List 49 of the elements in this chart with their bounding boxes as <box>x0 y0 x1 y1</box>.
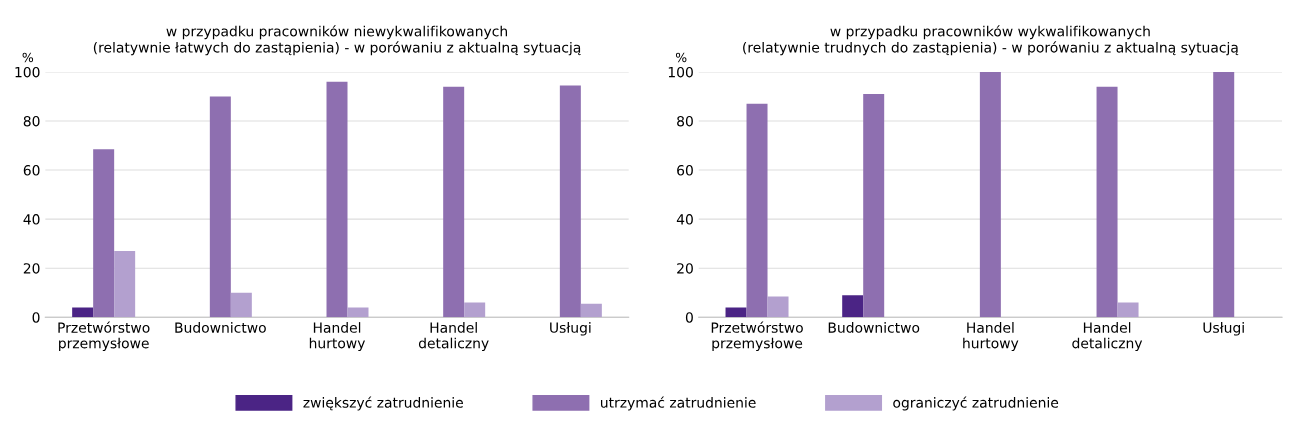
bar <box>209 96 231 318</box>
chart-title: w przypadku pracowników niewykwalifikowanych (relatywnie łatwych do zastąpienia) - w porówaniu z aktualną sytuacją <box>93 25 581 56</box>
x-tick-label: Handel hurtowy <box>963 322 1019 352</box>
x-tick-label: Budownictwo <box>175 322 266 333</box>
bar <box>767 296 789 318</box>
bar <box>326 81 348 318</box>
x-tick-label: Przetwórstwo przemysłowe <box>711 321 803 352</box>
bar <box>1213 71 1235 318</box>
bar <box>114 251 136 318</box>
bar <box>230 292 252 318</box>
y-axis-title: % <box>22 52 34 63</box>
bar <box>863 93 885 318</box>
y-axis-title: % <box>675 52 687 63</box>
bar <box>559 85 581 318</box>
y-tick-label: 100 <box>15 66 40 78</box>
bar <box>93 149 115 318</box>
bar <box>464 302 486 318</box>
legend-label: ograniczyć zatrudnienie <box>893 396 1059 411</box>
legend-label: utrzymać zatrudnienie <box>600 396 756 411</box>
y-tick-label: 0 <box>32 312 40 323</box>
x-tick-label: Handel hurtowy <box>309 322 366 352</box>
y-tick-label: 80 <box>23 115 40 127</box>
y-tick-label: 40 <box>23 214 40 225</box>
x-tick-label: Przetwórstwo przemysłowe <box>58 321 150 352</box>
y-tick-label: 100 <box>668 66 693 78</box>
y-tick-label: 40 <box>676 214 693 225</box>
bar <box>580 303 602 318</box>
bar <box>1117 302 1139 318</box>
bar <box>347 307 369 318</box>
bar <box>725 307 747 318</box>
legend-label: zwiększyć zatrudnienie <box>303 396 463 411</box>
x-tick-label: Handel detaliczny <box>418 322 489 352</box>
bar <box>1096 86 1118 318</box>
bar <box>746 103 768 318</box>
y-tick-label: 80 <box>677 115 693 127</box>
chart-title: w przypadku pracowników wykwalifikowanych (relatywnie trudnych do zastąpienia) - w porówaniu z aktualną sytuacją <box>743 25 1239 56</box>
bar <box>443 86 465 318</box>
x-tick-label: Usługi <box>550 322 591 336</box>
bar <box>72 307 94 318</box>
y-tick-label: 20 <box>23 263 40 274</box>
y-tick-label: 60 <box>677 165 693 176</box>
bar <box>979 71 1001 318</box>
bar <box>842 295 864 318</box>
x-tick-label: Usługi <box>1203 322 1244 336</box>
x-tick-label: Handel detaliczny <box>1072 322 1143 352</box>
x-tick-label: Budownictwo <box>828 322 920 333</box>
y-tick-label: 20 <box>677 263 693 274</box>
y-tick-label: 60 <box>23 165 40 176</box>
y-tick-label: 0 <box>685 312 693 323</box>
